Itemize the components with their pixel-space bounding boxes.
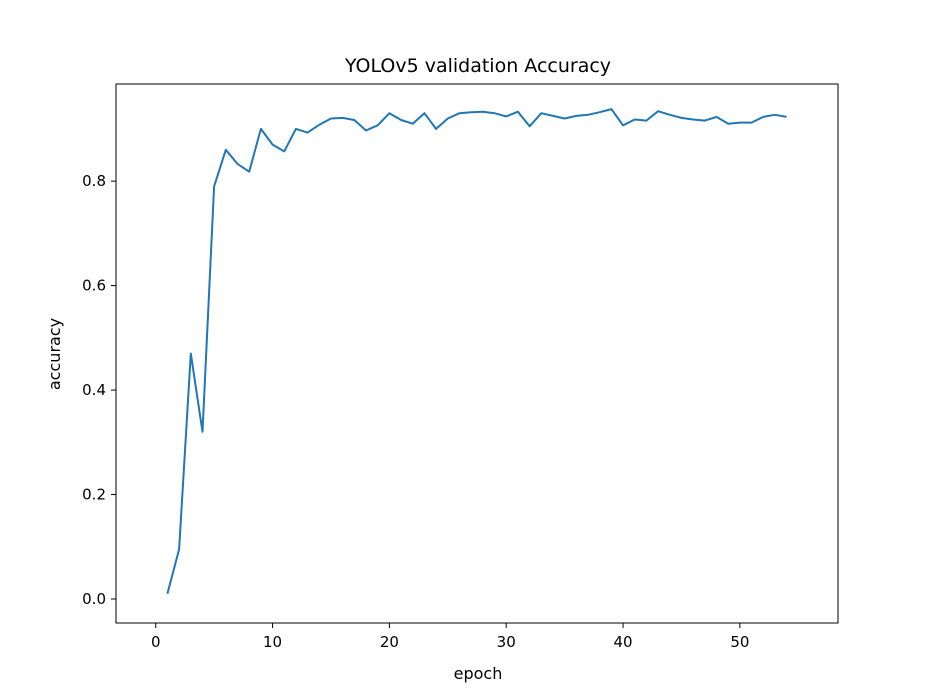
y-tick-label: 0.0 [82,590,106,608]
chart-title: YOLOv5 validation Accuracy [344,55,611,77]
x-tick-label: 30 [497,633,516,651]
y-tick-label: 0.4 [82,381,106,399]
x-tick-label: 20 [380,633,399,651]
y-tick-label: 0.6 [82,277,106,295]
x-tick-label: 40 [613,633,632,651]
x-tick-label: 50 [730,633,749,651]
plot-frame [115,83,839,624]
series-line-accuracy [166,108,787,595]
x-tick-label: 0 [151,633,161,651]
x-axis-label: epoch [454,664,503,683]
y-axis-label: accuracy [45,318,64,390]
x-tick-label: 10 [263,633,282,651]
y-axis: 0.0 0.2 0.4 0.6 0.8 [82,172,116,608]
y-tick-label: 0.8 [82,172,106,190]
y-tick-label: 0.2 [82,486,106,504]
x-axis: 0 10 20 30 40 50 [151,623,749,651]
